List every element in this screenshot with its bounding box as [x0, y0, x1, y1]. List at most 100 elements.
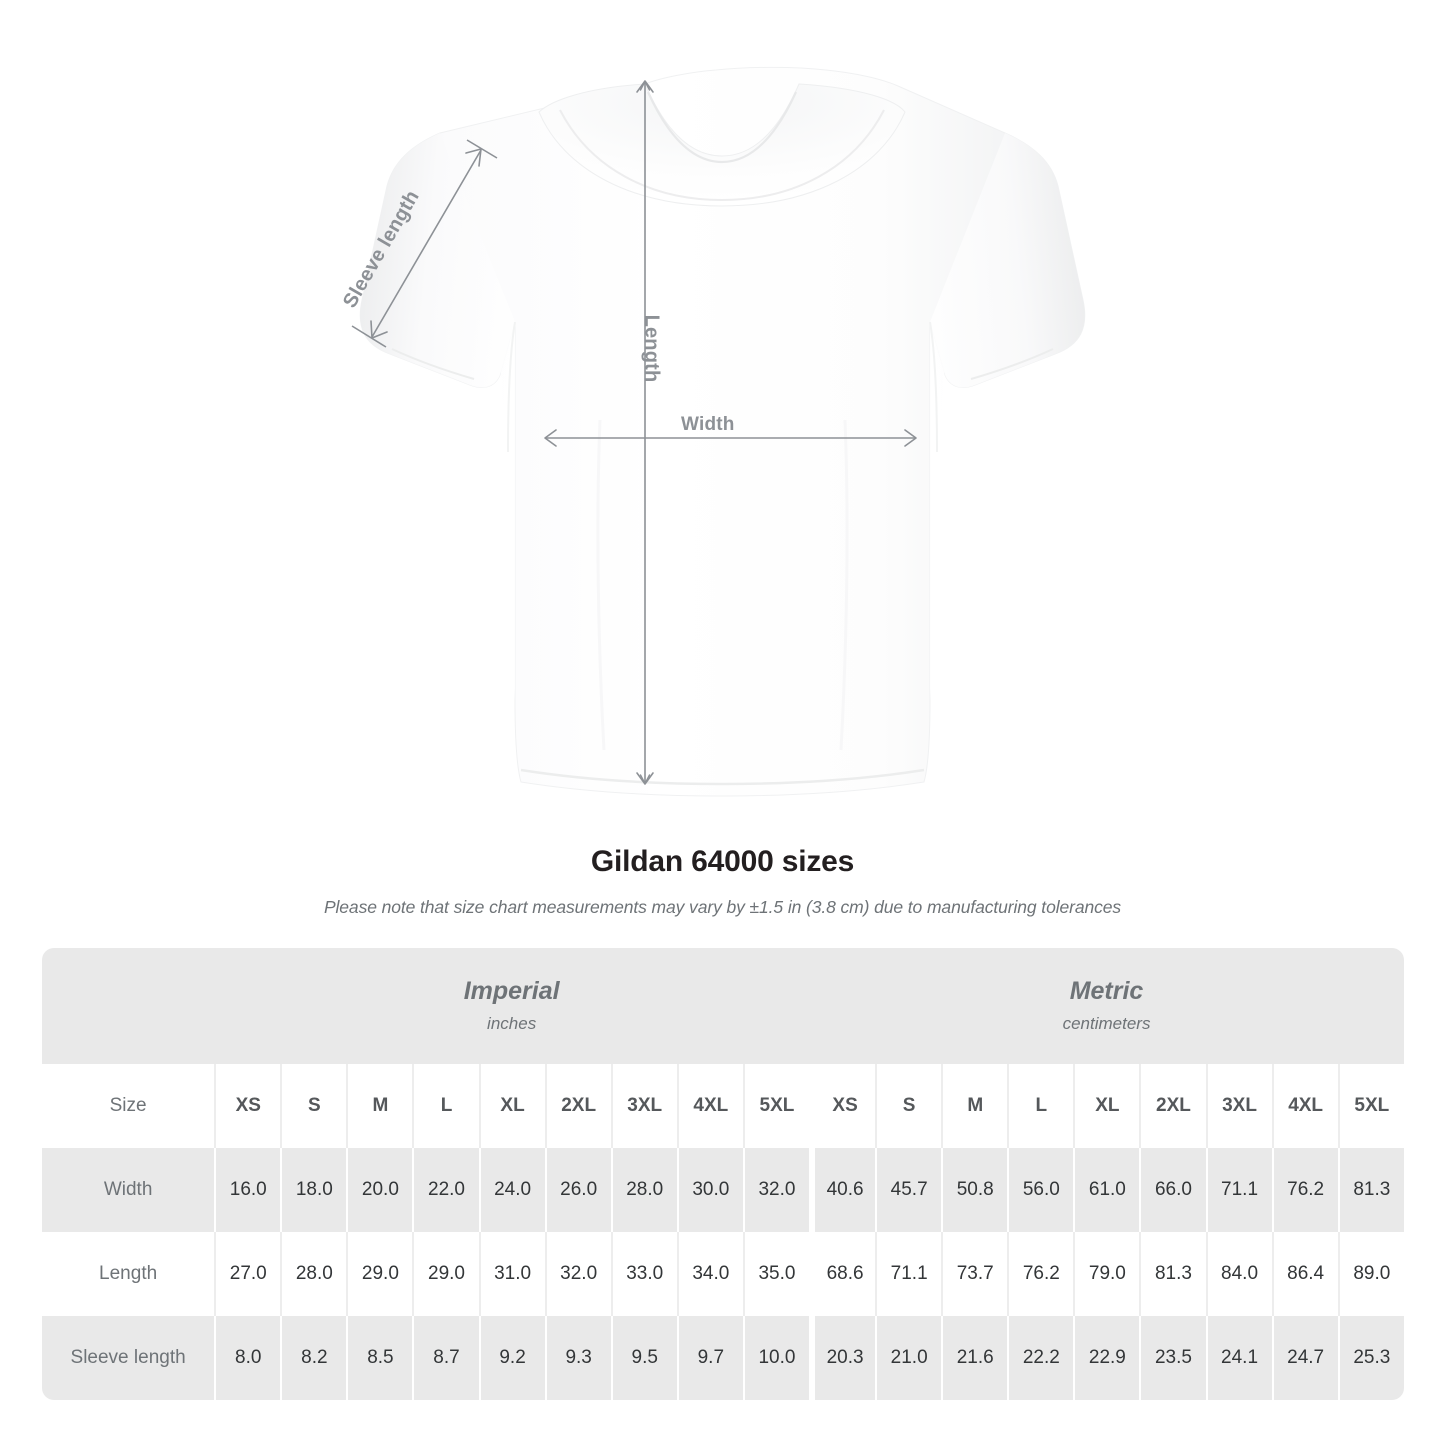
table-row-sizes: Size XS S M L XL 2XL 3XL 4XL 5XL XS S M …	[42, 1064, 1404, 1148]
cell-width-xl-cm: 61.0	[1073, 1148, 1140, 1232]
cell-sleeve-xl-in: 9.2	[478, 1316, 545, 1400]
cell-width-2xl-in: 26.0	[544, 1148, 611, 1232]
size-header-l-metric: L	[1007, 1064, 1074, 1148]
cell-length-s-cm: 71.1	[875, 1232, 942, 1316]
cell-sleeve-5xl-in: 10.0	[742, 1316, 810, 1400]
cell-length-5xl-cm: 89.0	[1337, 1232, 1404, 1316]
page-title: Gildan 64000 sizes	[590, 845, 855, 878]
unit-header-spacer	[42, 948, 215, 1064]
shirt-body-shape	[359, 66, 1086, 797]
title-block: Gildan 64000 sizes Please note that size…	[0, 845, 1445, 918]
row-label-sleeve-length: Sleeve length	[42, 1316, 215, 1400]
size-header-3xl-metric: 3XL	[1205, 1064, 1272, 1148]
cell-width-5xl-cm: 81.3	[1337, 1148, 1404, 1232]
imperial-sub: inches	[487, 1014, 537, 1034]
cell-sleeve-3xl-in: 9.5	[610, 1316, 677, 1400]
cell-sleeve-2xl-in: 9.3	[544, 1316, 611, 1400]
row-label-length: Length	[42, 1232, 215, 1316]
cell-width-xs-in: 16.0	[214, 1148, 281, 1232]
cell-length-xs-cm: 68.6	[809, 1232, 876, 1316]
unit-header-metric: Metric centimeters	[809, 948, 1404, 1064]
cell-width-3xl-in: 28.0	[610, 1148, 677, 1232]
imperial-name: Imperial	[463, 976, 560, 1005]
unit-header-row: Imperial inches Metric centimeters	[42, 948, 1404, 1064]
cell-width-m-in: 20.0	[346, 1148, 413, 1232]
cell-length-4xl-in: 34.0	[676, 1232, 743, 1316]
size-header-s-metric: S	[875, 1064, 942, 1148]
cell-length-xl-cm: 79.0	[1073, 1232, 1140, 1316]
size-header-xl-metric: XL	[1073, 1064, 1140, 1148]
cell-length-xs-in: 27.0	[214, 1232, 281, 1316]
tolerance-note: Please note that size chart measurements…	[323, 897, 1122, 917]
table-row-width: Width 16.0 18.0 20.0 22.0 24.0 26.0 28.0…	[42, 1148, 1404, 1232]
table-row-sleeve-length: Sleeve length 8.0 8.2 8.5 8.7 9.2 9.3 9.…	[42, 1316, 1404, 1400]
cell-length-4xl-cm: 86.4	[1271, 1232, 1338, 1316]
cell-width-3xl-cm: 71.1	[1205, 1148, 1272, 1232]
size-header-5xl-metric: 5XL	[1337, 1064, 1404, 1148]
cell-length-s-in: 28.0	[280, 1232, 347, 1316]
cell-length-xl-in: 31.0	[478, 1232, 545, 1316]
cell-sleeve-xs-cm: 20.3	[809, 1316, 876, 1400]
size-header-xs-imperial: XS	[214, 1064, 281, 1148]
size-header-m-imperial: M	[346, 1064, 413, 1148]
cell-length-3xl-in: 33.0	[610, 1232, 677, 1316]
unit-header-imperial: Imperial inches	[214, 948, 810, 1064]
size-header-s-imperial: S	[280, 1064, 347, 1148]
cell-length-3xl-cm: 84.0	[1205, 1232, 1272, 1316]
cell-width-xl-in: 24.0	[478, 1148, 545, 1232]
size-header-4xl-imperial: 4XL	[676, 1064, 743, 1148]
size-header-3xl-imperial: 3XL	[610, 1064, 677, 1148]
tshirt-diagram: Sleeve length Length Width	[339, 66, 1086, 797]
cell-width-2xl-cm: 66.0	[1139, 1148, 1206, 1232]
size-chart-table-wrapper: Imperial inches Metric centimeters Size …	[42, 948, 1404, 1400]
width-label: Width	[681, 414, 735, 435]
size-header-4xl-metric: 4XL	[1271, 1064, 1338, 1148]
cell-sleeve-3xl-cm: 24.1	[1205, 1316, 1272, 1400]
cell-width-m-cm: 50.8	[941, 1148, 1008, 1232]
cell-length-5xl-in: 35.0	[742, 1232, 810, 1316]
cell-length-l-cm: 76.2	[1007, 1232, 1074, 1316]
cell-length-2xl-in: 32.0	[544, 1232, 611, 1316]
cell-width-4xl-in: 30.0	[676, 1148, 743, 1232]
cell-width-l-cm: 56.0	[1007, 1148, 1074, 1232]
size-header-xl-imperial: XL	[478, 1064, 545, 1148]
tshirt-illustration	[351, 66, 1086, 797]
sleeve-length-arrow	[351, 139, 498, 348]
cell-width-l-in: 22.0	[412, 1148, 479, 1232]
size-header-2xl-metric: 2XL	[1139, 1064, 1206, 1148]
cell-length-m-cm: 73.7	[941, 1232, 1008, 1316]
length-label: Length	[640, 314, 663, 383]
size-header-xs-metric: XS	[809, 1064, 876, 1148]
cell-sleeve-xl-cm: 22.9	[1073, 1316, 1140, 1400]
size-header-m-metric: M	[941, 1064, 1008, 1148]
cell-sleeve-l-cm: 22.2	[1007, 1316, 1074, 1400]
cell-length-2xl-cm: 81.3	[1139, 1232, 1206, 1316]
cell-length-l-in: 29.0	[412, 1232, 479, 1316]
cell-sleeve-4xl-in: 9.7	[676, 1316, 743, 1400]
length-arrow	[636, 80, 654, 785]
row-label-width: Width	[42, 1148, 215, 1232]
cell-sleeve-4xl-cm: 24.7	[1271, 1316, 1338, 1400]
cell-sleeve-s-in: 8.2	[280, 1316, 347, 1400]
size-chart-table: Imperial inches Metric centimeters Size …	[42, 948, 1404, 1400]
size-header-l-imperial: L	[412, 1064, 479, 1148]
cell-sleeve-2xl-cm: 23.5	[1139, 1316, 1206, 1400]
metric-name: Metric	[1069, 976, 1144, 1005]
cell-width-5xl-in: 32.0	[742, 1148, 810, 1232]
width-arrow	[544, 429, 917, 447]
size-header-2xl-imperial: 2XL	[544, 1064, 611, 1148]
row-label-size: Size	[42, 1064, 215, 1148]
cell-sleeve-xs-in: 8.0	[214, 1316, 281, 1400]
cell-width-s-in: 18.0	[280, 1148, 347, 1232]
size-header-5xl-imperial: 5XL	[742, 1064, 810, 1148]
cell-sleeve-5xl-cm: 25.3	[1337, 1316, 1404, 1400]
cell-width-xs-cm: 40.6	[809, 1148, 876, 1232]
table-row-length: Length 27.0 28.0 29.0 29.0 31.0 32.0 33.…	[42, 1232, 1404, 1316]
metric-sub: centimeters	[1062, 1014, 1151, 1034]
cell-length-m-in: 29.0	[346, 1232, 413, 1316]
cell-width-4xl-cm: 76.2	[1271, 1148, 1338, 1232]
cell-sleeve-l-in: 8.7	[412, 1316, 479, 1400]
cell-sleeve-m-in: 8.5	[346, 1316, 413, 1400]
cell-sleeve-s-cm: 21.0	[875, 1316, 942, 1400]
cell-width-s-cm: 45.7	[875, 1148, 942, 1232]
